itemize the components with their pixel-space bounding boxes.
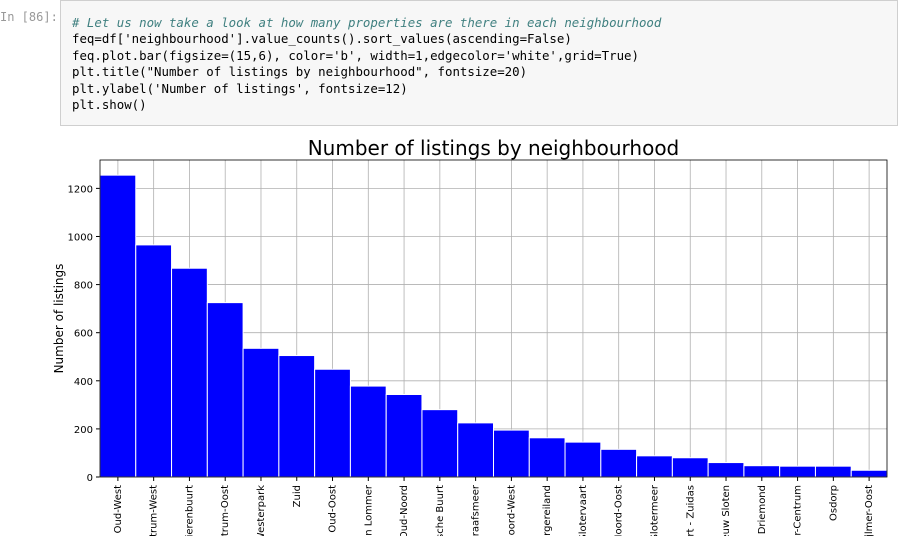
bar <box>349 385 387 478</box>
bar <box>779 465 816 478</box>
y-tick-label: 1200 <box>68 184 93 195</box>
y-axis-label: Number of listings <box>52 264 66 374</box>
bar <box>421 409 459 478</box>
bar <box>814 465 852 478</box>
bar <box>206 302 244 478</box>
x-tick-label: Osdorp <box>828 485 839 521</box>
x-tick-label: Slotermeer <box>649 484 660 536</box>
code-line: feq.plot.bar(figsize=(15,6), color='b', … <box>72 47 639 63</box>
y-tick-label: 1000 <box>68 232 93 243</box>
code-line: feq=df['neighbourhood'].value_counts().s… <box>72 31 572 47</box>
bar <box>850 469 888 478</box>
x-tick-label: Zuid <box>292 485 303 507</box>
bar <box>385 394 423 478</box>
bar <box>314 368 351 478</box>
x-tick-label: urgereiland <box>542 485 553 536</box>
bar <box>564 441 602 478</box>
bar <box>242 347 280 478</box>
code-cell[interactable]: # Let us now take a look at how many pro… <box>60 0 898 126</box>
x-tick-label: Slotervaart <box>578 485 589 536</box>
x-tick-label: Oud-Oost <box>328 485 339 533</box>
code: # Let us now take a look at how many pro… <box>72 15 661 113</box>
x-tick-label: rierenbuurt <box>184 485 195 536</box>
bar <box>493 429 530 478</box>
bar <box>99 174 137 478</box>
x-tick-label: sche Buurt <box>435 485 446 536</box>
x-tick-label: euw Sloten <box>721 485 732 536</box>
x-tick-label: - Driemond <box>757 485 768 536</box>
bar <box>707 462 745 478</box>
code-line: plt.show() <box>72 97 147 113</box>
y-tick-label: 400 <box>74 377 93 388</box>
x-tick-label: ert - Zuidas <box>685 485 696 536</box>
bar <box>671 457 709 478</box>
x-tick-label: Oud-Noord <box>399 485 410 536</box>
x-tick-label: er-Centrum <box>793 485 804 536</box>
y-tick-label: 800 <box>74 281 93 292</box>
bar <box>743 465 781 478</box>
x-tick-label: en Lommer <box>363 484 374 536</box>
y-tick-label: 600 <box>74 329 93 340</box>
x-tick-label: Noord-Oost <box>614 485 625 536</box>
code-line: plt.title("Number of listings by neighbo… <box>72 64 528 80</box>
x-tick-label: Westerpark <box>256 485 267 536</box>
x-tick-label: Noord-West <box>506 485 517 536</box>
cell-prompt: In [86]: <box>0 10 58 24</box>
chart-title: Number of listings by neighbourhood <box>308 136 680 160</box>
x-tick-label: ntrum-West <box>149 485 160 536</box>
y-tick-label: 200 <box>74 425 93 436</box>
bar <box>278 355 316 478</box>
bar <box>636 455 673 478</box>
bar <box>457 422 494 478</box>
x-tick-label: graafsmeer <box>471 484 482 536</box>
plot-frame <box>99 159 888 478</box>
bar <box>171 267 208 478</box>
bar <box>528 437 566 478</box>
bar <box>600 448 638 478</box>
x-tick-label: ntrum-Oost <box>220 485 231 536</box>
code-line: # Let us now take a look at how many pro… <box>72 15 662 30</box>
x-tick-label: - Oud-West <box>113 485 124 536</box>
x-tick-label: jlmer-Oost <box>864 485 875 536</box>
bar <box>135 244 173 478</box>
code-line: plt.ylabel('Number of listings', fontsiz… <box>72 80 408 96</box>
y-tick-label: 0 <box>87 473 93 484</box>
